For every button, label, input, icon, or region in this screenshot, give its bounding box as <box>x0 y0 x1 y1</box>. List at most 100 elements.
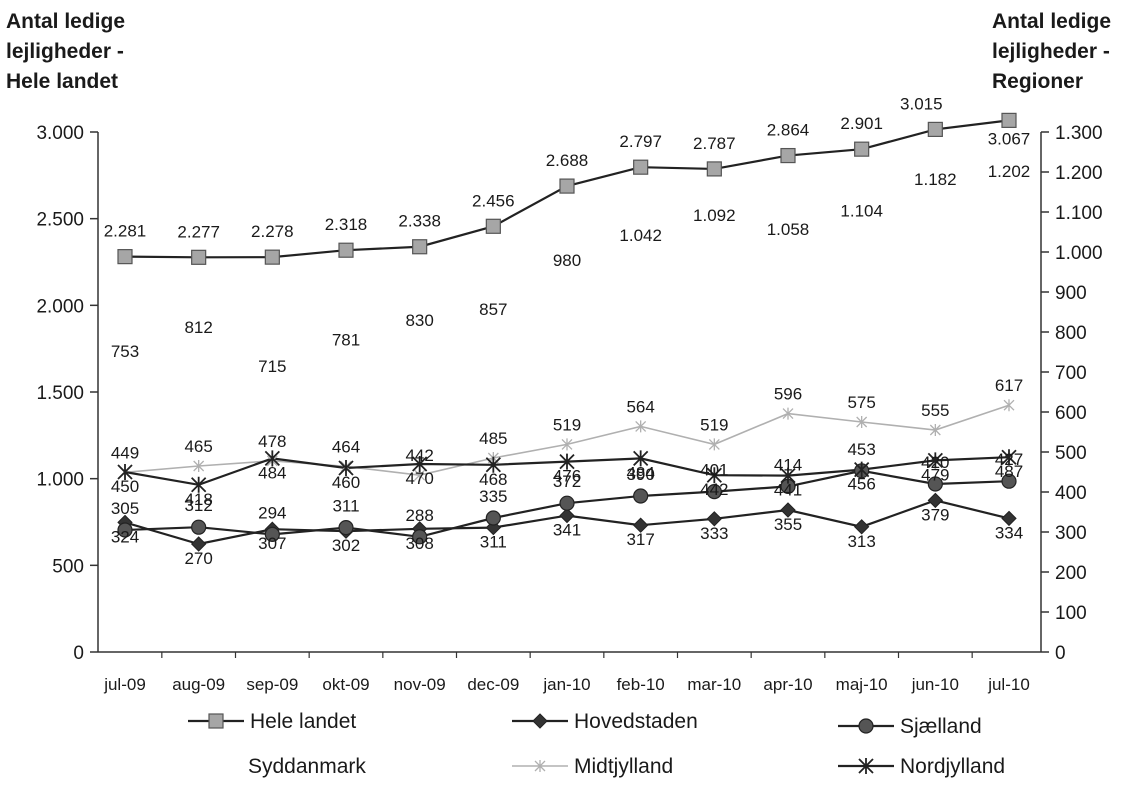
data-label-hovedstaden: 379 <box>921 505 949 524</box>
data-label-hovedstaden: 270 <box>184 549 212 568</box>
circle-marker-shape <box>927 476 943 492</box>
data-point-midtjylland <box>708 438 720 451</box>
data-label-hele-landet: 3.067 <box>988 129 1031 148</box>
data-point-hele-landet <box>559 178 575 194</box>
data-point-nordjylland <box>927 452 943 469</box>
data-label-sjaelland: 372 <box>553 472 581 491</box>
data-label-hele-landet: 2.688 <box>546 151 589 170</box>
x-tick-label: jul-09 <box>103 675 146 694</box>
x-tick-label: jul-10 <box>987 675 1030 694</box>
asterisk-marker-shape <box>264 450 280 467</box>
asterisk-marker-shape <box>858 758 874 774</box>
diamond-marker-shape <box>559 507 575 524</box>
data-point-midtjylland <box>782 407 794 420</box>
right-axis-title-line-1: Antal ledige <box>992 10 1111 33</box>
legend-item-hovedstaden: Hovedstaden <box>512 710 698 733</box>
x-tick-label: feb-10 <box>617 675 665 694</box>
data-point-nordjylland <box>706 467 722 484</box>
data-point-sjaelland <box>633 488 649 504</box>
data-point-nordjylland <box>264 450 280 467</box>
diamond-marker-shape <box>853 519 870 535</box>
data-label-syddanmark: 715 <box>258 357 286 376</box>
right-tick-label: 200 <box>1055 563 1087 584</box>
legend-marker-swatch <box>208 713 224 729</box>
diamond-marker-shape <box>927 492 944 509</box>
right-tick-label: 1.200 <box>1055 163 1103 184</box>
square-marker-shape <box>559 178 575 194</box>
asterisk-marker-shape <box>338 460 354 476</box>
data-point-hovedstaden <box>927 492 944 509</box>
data-point-sjaelland <box>559 495 575 511</box>
data-label-midtjylland: 519 <box>700 415 728 434</box>
diamond-marker-shape <box>632 517 649 533</box>
data-label-hele-landet: 2.338 <box>398 212 441 231</box>
data-point-hovedstaden <box>1001 510 1017 527</box>
data-point-hele-landet <box>485 218 501 234</box>
data-label-nordjylland: 468 <box>479 470 507 489</box>
star-marker-shape <box>856 416 868 428</box>
data-point-sjaelland <box>706 484 722 500</box>
data-label-nordjylland: 442 <box>700 480 728 499</box>
square-marker-shape <box>1001 112 1017 128</box>
circle-marker-shape <box>412 529 428 545</box>
data-label-hovedstaden: 317 <box>626 530 654 549</box>
data-label-hele-landet: 2.281 <box>104 222 147 241</box>
right-tick-label: 100 <box>1055 603 1087 624</box>
data-label-syddanmark: 753 <box>111 342 139 361</box>
right-tick-label: 500 <box>1055 443 1087 464</box>
data-label-sjaelland: 294 <box>258 503 286 522</box>
data-label-midtjylland: 596 <box>774 385 802 404</box>
data-point-hovedstaden <box>853 519 870 535</box>
data-label-midtjylland: 465 <box>184 437 212 456</box>
star-marker-shape <box>929 424 941 436</box>
circle-marker-shape <box>633 488 649 504</box>
data-label-syddanmark: 1.182 <box>914 170 957 189</box>
data-point-hele-landet <box>264 249 280 265</box>
data-label-hovedstaden: 313 <box>847 532 875 551</box>
data-label-syddanmark: 781 <box>332 331 360 350</box>
x-tick-label: okt-09 <box>322 675 369 694</box>
right-axis-title-line-3: Regioner <box>992 70 1083 93</box>
data-point-nordjylland <box>633 450 649 467</box>
right-tick-label: 900 <box>1055 283 1087 304</box>
data-point-hovedstaden <box>559 507 575 524</box>
data-point-nordjylland <box>1001 449 1017 466</box>
data-label-sjaelland: 453 <box>847 440 875 459</box>
asterisk-marker-shape <box>412 456 428 472</box>
data-point-sjaelland <box>485 510 501 526</box>
data-point-hovedstaden <box>780 502 796 518</box>
square-marker-shape <box>412 239 428 255</box>
data-label-hovedstaden: 307 <box>258 534 286 553</box>
x-tick-label: dec-09 <box>467 675 519 694</box>
data-point-hovedstaden <box>190 536 207 552</box>
data-point-midtjylland <box>635 420 647 433</box>
diamond-marker-shape <box>532 713 548 729</box>
data-label-nordjylland: 456 <box>847 475 875 494</box>
data-label-syddanmark: 980 <box>553 251 581 270</box>
data-label-nordjylland: 418 <box>184 490 212 509</box>
data-label-sjaelland: 335 <box>479 487 507 506</box>
star-marker-shape <box>534 760 546 772</box>
right-tick-label: 600 <box>1055 403 1087 424</box>
data-label-midtjylland: 464 <box>332 437 360 456</box>
data-label-midtjylland: 478 <box>258 432 286 451</box>
asterisk-marker-shape <box>559 453 575 470</box>
data-label-nordjylland: 470 <box>405 469 433 488</box>
data-label-midtjylland: 519 <box>553 415 581 434</box>
data-label-hele-landet: 2.901 <box>840 114 883 133</box>
data-point-sjaelland <box>191 519 207 535</box>
square-marker-shape <box>927 121 943 138</box>
data-label-sjaelland: 427 <box>995 450 1023 469</box>
data-label-hovedstaden: 334 <box>995 523 1023 542</box>
data-label-hovedstaden: 333 <box>700 524 728 543</box>
data-point-sjaelland <box>1001 473 1017 489</box>
data-label-hele-landet: 2.864 <box>767 121 810 140</box>
left-tick-label: 1.000 <box>36 470 84 491</box>
data-label-sjaelland: 311 <box>332 497 359 516</box>
circle-marker-shape <box>706 484 722 500</box>
square-marker-shape <box>485 218 501 234</box>
data-point-sjaelland <box>117 522 133 538</box>
data-point-hele-landet <box>338 242 354 258</box>
data-label-midtjylland: 575 <box>847 393 875 412</box>
